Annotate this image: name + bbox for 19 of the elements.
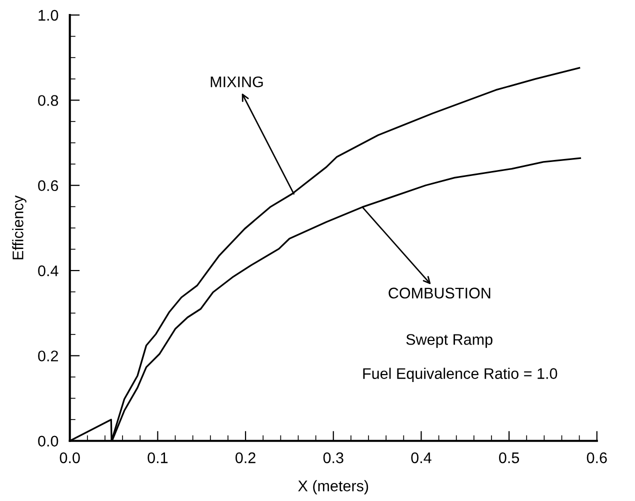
y-tick-label: 1.0	[38, 10, 58, 21]
x-tick-label: 0.3	[323, 452, 344, 464]
y-tick-label: 0.2	[38, 350, 58, 362]
x-tick-label: 0.4	[411, 452, 432, 464]
x-tick-label: 0.5	[499, 452, 520, 464]
y-tick-label: 0.8	[38, 95, 58, 106]
y-tick-label: 0.0	[38, 436, 58, 447]
x-tick-label: 0.6	[586, 452, 607, 464]
annotation: MIXING	[210, 76, 263, 88]
annotation: COMBUSTION	[388, 288, 490, 298]
x-tick-label: 0.2	[236, 452, 256, 464]
annotation: Fuel Equivalence Ratio = 1.0	[363, 368, 558, 382]
y-tick-label: 0.6	[38, 180, 58, 192]
y-tick-label: 0.4	[38, 265, 58, 276]
annotation: Swept Ramp	[406, 334, 492, 348]
y-axis-title: Efficiency	[12, 195, 26, 260]
x-axis-title: X (meters)	[298, 480, 368, 494]
x-tick-label: 0.1	[148, 452, 168, 464]
x-tick-label: 0.0	[60, 452, 80, 464]
